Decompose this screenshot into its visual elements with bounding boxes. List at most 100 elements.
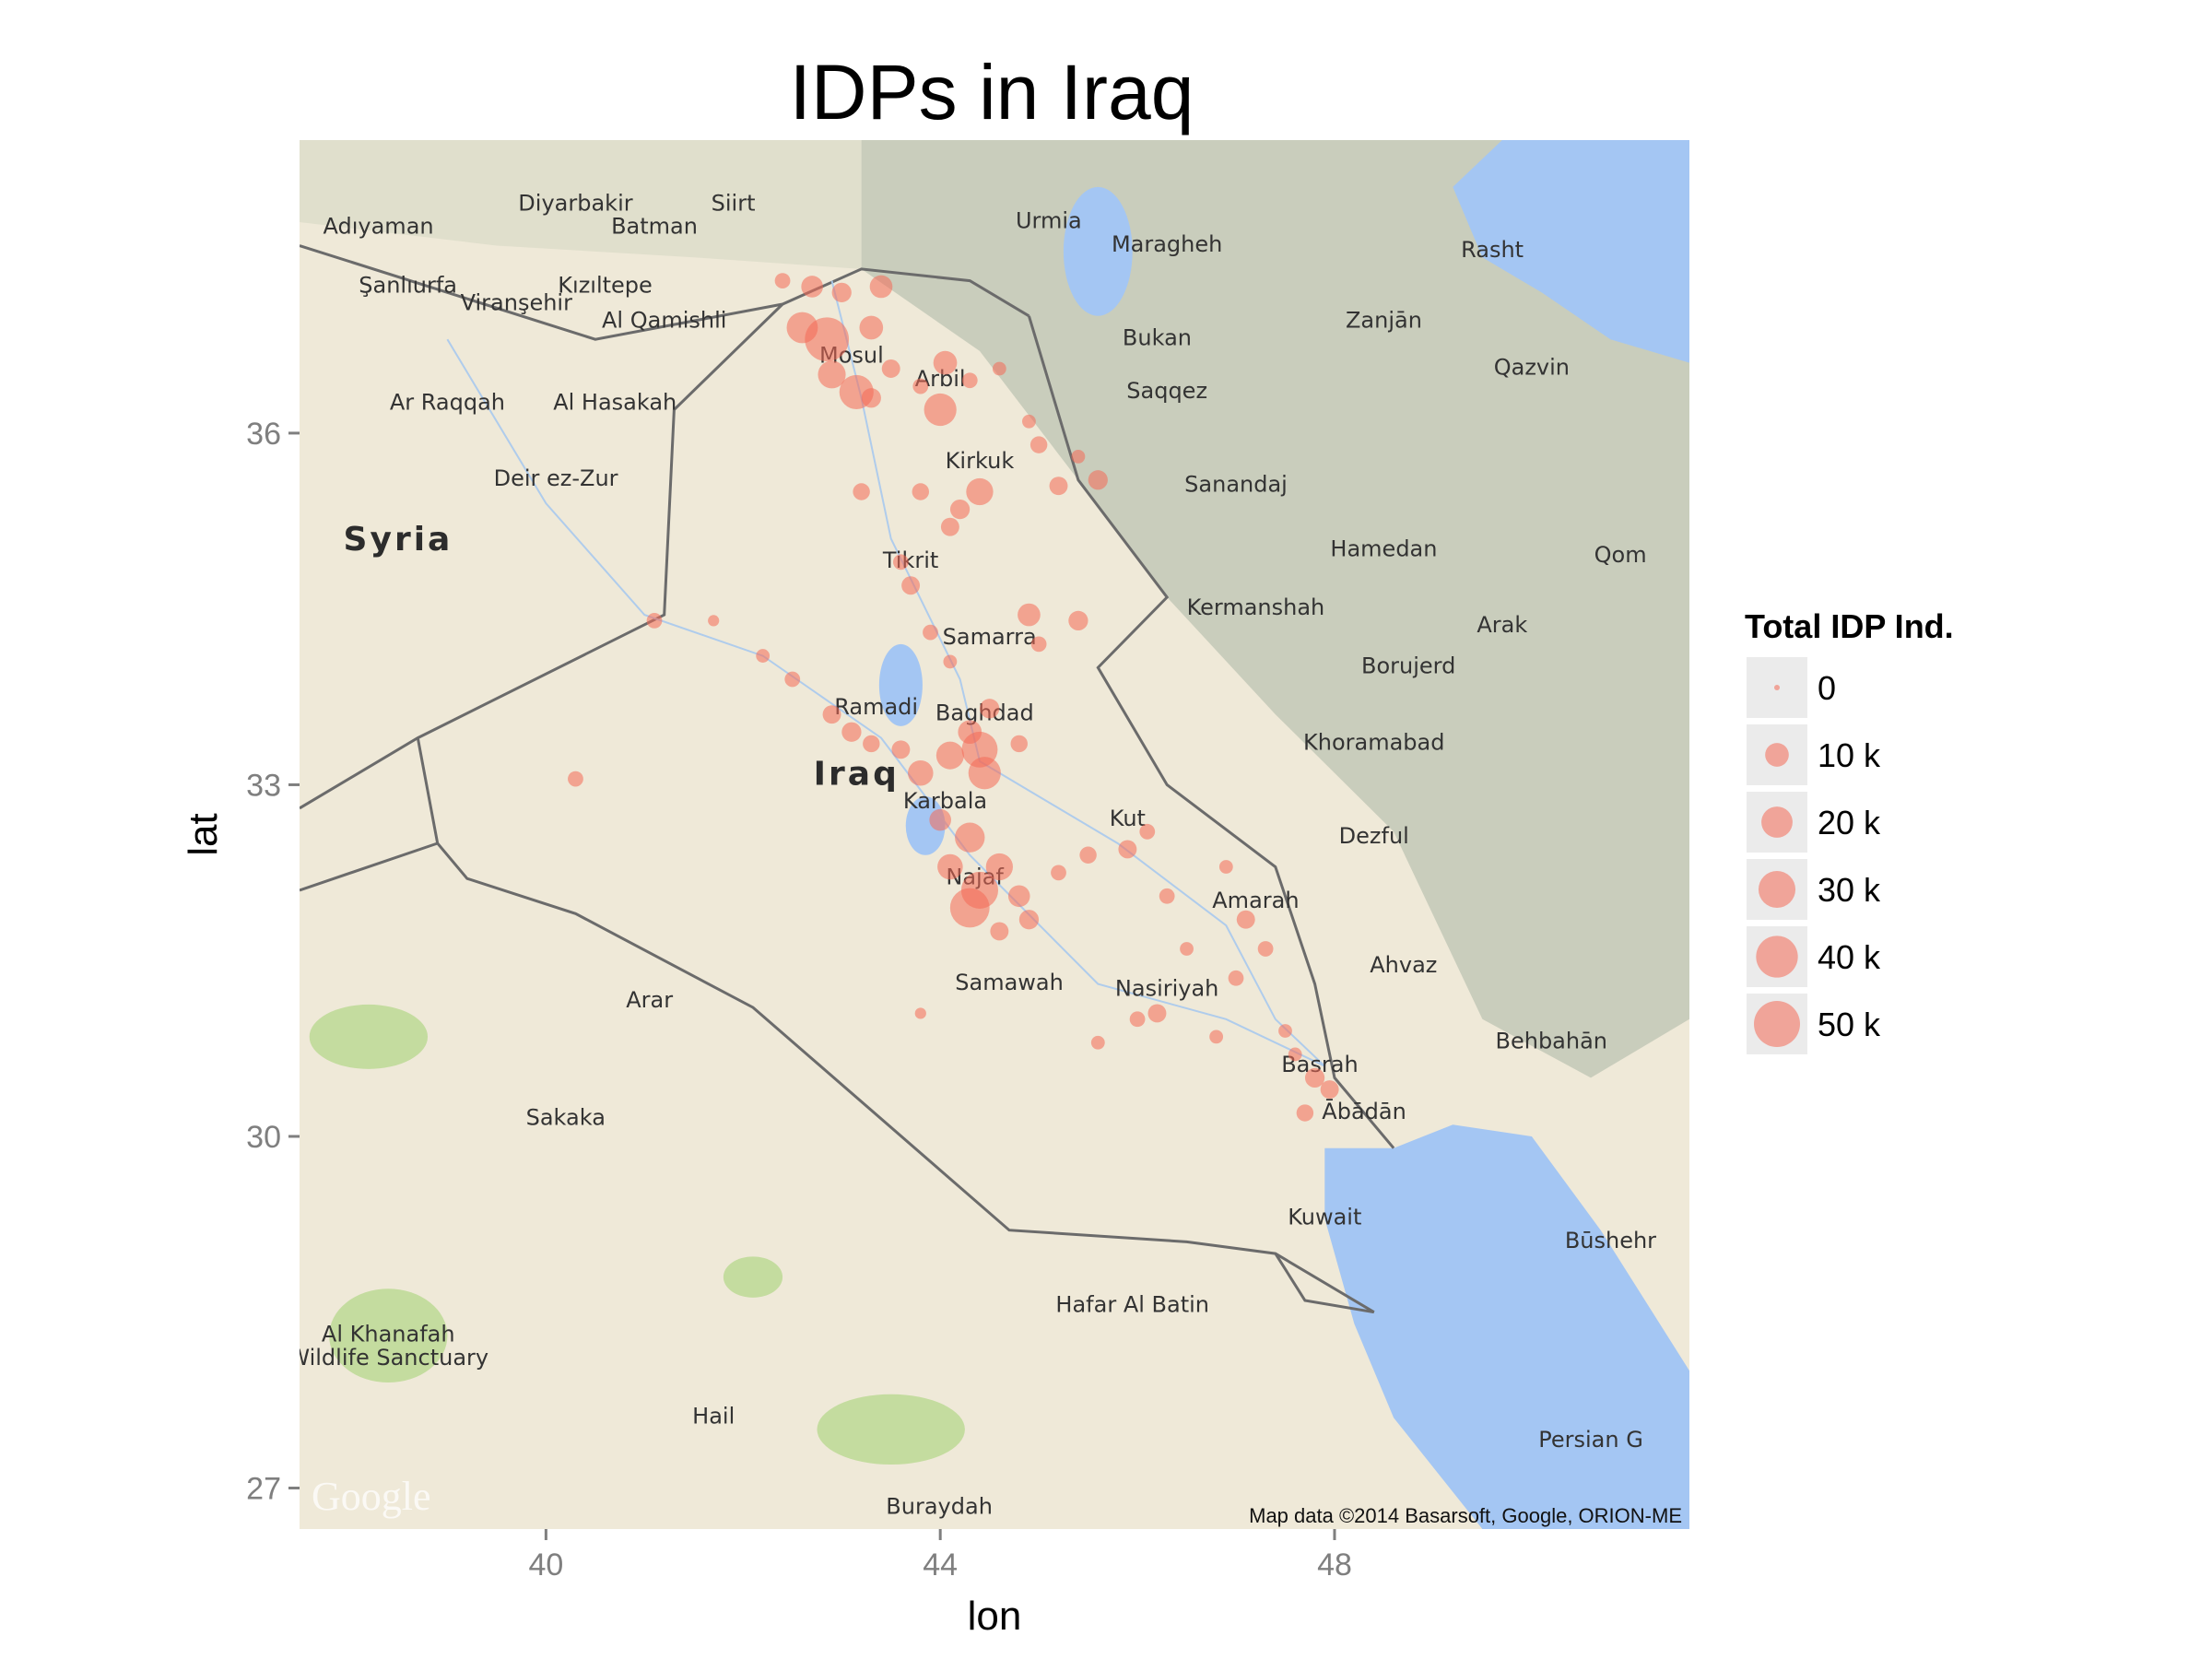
map-place-label: Samarra	[943, 624, 1037, 650]
map-place-label: Adıyaman	[324, 214, 434, 240]
legend-key-circle	[1756, 935, 1798, 978]
idp-point	[968, 757, 1001, 790]
map-place-label: Diyarbakir	[518, 190, 632, 216]
map-place-label: Kermanshah	[1187, 594, 1325, 620]
border-line	[300, 302, 784, 810]
map-place-label: Sanandaj	[1184, 472, 1288, 498]
idp-point	[1090, 1035, 1105, 1050]
legend-key-circle	[1758, 870, 1796, 909]
idp-point	[1018, 603, 1041, 627]
idp-point	[1088, 470, 1108, 490]
map-place-label: Persian G	[1538, 1427, 1643, 1453]
legend-key-circle	[1765, 743, 1789, 767]
idp-point	[869, 275, 893, 299]
axes: 40 44 48 27 30 33 36 lon lat	[181, 417, 1352, 1639]
caspian-sea	[1453, 140, 1689, 363]
park-area	[723, 1256, 783, 1298]
map-place-label: Sakaka	[526, 1104, 606, 1130]
idp-point	[958, 720, 982, 745]
map-place-label: Amarah	[1212, 888, 1299, 913]
zagros-mountains	[861, 140, 1689, 1078]
map-place-label: Qazvin	[1494, 354, 1570, 380]
idp-point	[990, 922, 1009, 941]
idp-point	[949, 888, 990, 928]
x-tick-label: 48	[1317, 1547, 1352, 1583]
idp-point	[1049, 477, 1068, 496]
idp-point	[708, 615, 720, 627]
map-place-label: Arar	[626, 987, 673, 1013]
idp-point	[1139, 823, 1156, 840]
lake	[1063, 186, 1133, 316]
map-place-label: Ahvaz	[1370, 952, 1437, 978]
idp-point	[908, 759, 934, 786]
idp-point	[1320, 1080, 1339, 1100]
idp-point	[1209, 1030, 1224, 1044]
park-area	[329, 1288, 448, 1383]
idp-point	[1022, 414, 1036, 429]
idp-point	[1071, 449, 1086, 464]
map-place-label: Kuwait	[1288, 1204, 1361, 1230]
border-line	[300, 841, 439, 892]
map-place-label: Rasht	[1461, 237, 1524, 263]
map-place-label: Tikrit	[882, 547, 938, 573]
y-axis-title: lat	[181, 813, 226, 855]
map-place-label: Ābādān	[1322, 1098, 1406, 1124]
idp-point	[935, 741, 964, 770]
idp-point	[1304, 1067, 1325, 1088]
map-place-label: Al Qamishli	[602, 307, 726, 333]
map-place-label: Hail	[692, 1404, 735, 1430]
idp-point	[1236, 910, 1255, 929]
legend: Total IDP Ind. 0 10 k 20 k 30 k 40 k 50 k	[1745, 607, 1954, 1054]
idp-point	[1118, 840, 1137, 859]
idp-point	[1257, 941, 1274, 957]
idp-point	[891, 740, 911, 759]
idp-point	[1296, 1104, 1314, 1122]
border-line	[1027, 315, 1395, 1149]
idp-point	[1278, 1024, 1292, 1038]
persian-gulf	[1324, 1124, 1689, 1529]
idp-point	[774, 273, 791, 288]
legend-label: 30 k	[1818, 871, 1881, 909]
basemap[interactable]: Diyarbakir Siirt Adıyaman Batman Şanlıurfa Kı…	[288, 140, 1689, 1529]
map-place-label: Kut	[1110, 806, 1146, 831]
idp-point	[961, 372, 978, 389]
lake	[878, 643, 923, 726]
idp-point	[937, 853, 963, 880]
map-labels: Diyarbakir Siirt Adıyaman Batman Şanlıurfa Kı…	[300, 190, 1656, 1519]
map-place-label: Karbala	[903, 788, 987, 814]
idp-point	[966, 477, 994, 506]
idp-point	[861, 388, 881, 408]
map-place-label: Behbahān	[1496, 1029, 1608, 1054]
idp-point	[980, 699, 1000, 719]
idp-point	[1010, 735, 1028, 753]
idp-point	[933, 350, 958, 375]
map-place-label: Urmia	[1016, 207, 1082, 233]
legend-label: 10 k	[1818, 736, 1881, 774]
google-logo: Google	[312, 1474, 431, 1519]
idp-point	[1147, 1004, 1167, 1023]
map-place-label: Qom	[1594, 542, 1647, 568]
y-tick-label: 33	[246, 768, 281, 803]
legend-key-circle	[1761, 806, 1793, 838]
y-tick-label: 27	[246, 1471, 281, 1506]
idp-point	[1018, 910, 1040, 930]
idp-point	[901, 576, 921, 595]
idp-point	[1007, 885, 1030, 908]
idp-point	[912, 378, 929, 394]
country-label: Iraq	[814, 755, 900, 793]
map-place-label: Şanlıurfa	[359, 272, 457, 298]
map-place-label: Deir ez-Zur	[494, 465, 618, 491]
border-line	[1274, 1253, 1375, 1314]
idp-point	[924, 393, 957, 427]
border-line	[416, 737, 1375, 1313]
idp-point	[940, 517, 959, 536]
map-place-label: Hamedan	[1330, 535, 1437, 561]
legend-key-circle	[1774, 685, 1780, 690]
anatolia-highlands	[300, 140, 862, 269]
map-place-label: Siirt	[712, 190, 756, 216]
legend-label: 0	[1818, 669, 1836, 707]
park-area	[309, 1004, 429, 1069]
map-place-label: Khoramabad	[1303, 729, 1444, 755]
legend-key-circle	[1754, 1001, 1800, 1047]
